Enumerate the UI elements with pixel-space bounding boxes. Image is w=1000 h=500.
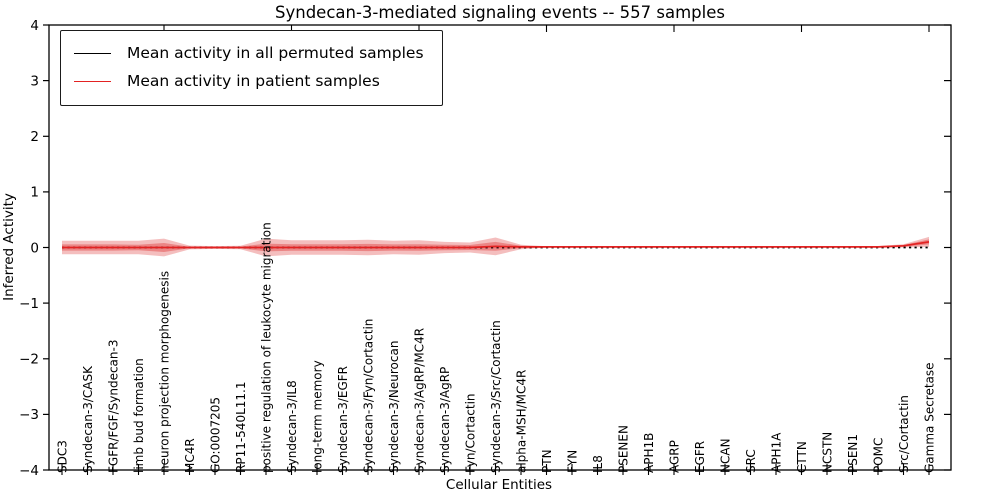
x-tick-label: alpha-MSH/MC4R (515, 370, 529, 473)
x-tick-label: neuron projection morphogenesis (158, 271, 172, 473)
permuted-line-swatch (74, 52, 111, 54)
x-tick-label: IL8 (591, 455, 605, 473)
patient-line-swatch (74, 80, 111, 82)
legend: Mean activity in all permuted samples Me… (60, 30, 443, 106)
x-tick-label: APH1A (770, 432, 784, 473)
y-tick-label: −3 (19, 407, 39, 423)
x-tick-label: POMC (872, 438, 886, 473)
x-tick-label: PSENEN (617, 425, 631, 473)
legend-item-patient: Mean activity in patient samples (74, 67, 424, 95)
x-tick-label: APH1B (642, 433, 656, 473)
x-tick-label: limb bud formation (132, 358, 146, 473)
x-tick-label: NCSTN (821, 432, 835, 473)
x-axis-title: Cellular Entities (445, 477, 553, 493)
x-tick-label: RP11-540L11.1 (234, 382, 248, 473)
y-axis-title: Inferred Activity (1, 193, 17, 301)
y-tick-label: 3 (30, 73, 39, 89)
legend-item-permuted: Mean activity in all permuted samples (74, 39, 424, 67)
x-tick-label: SDC3 (56, 440, 70, 473)
y-tick-label: 4 (30, 18, 39, 34)
x-tick-label: Syndecan-3/EGFR (336, 366, 350, 473)
x-tick-label: Syndecan-3/AgRP (438, 367, 452, 473)
x-tick-label: Syndecan-3/Src/Cortactin (489, 320, 503, 473)
x-tick-label: FGFR/FGF/Syndecan-3 (107, 340, 121, 473)
x-tick-label: CTTN (795, 441, 809, 473)
x-tick-label: Fyn/Cortactin (464, 393, 478, 473)
x-tick-label: GO:0007205 (209, 397, 223, 473)
x-tick-label: PTN (540, 449, 554, 473)
legend-label-permuted: Mean activity in all permuted samples (127, 44, 424, 62)
x-tick-label: EGFR (693, 441, 707, 473)
y-tick-label: 0 (30, 240, 39, 256)
y-tick-label: 1 (30, 185, 39, 201)
x-tick-label: FYN (566, 450, 580, 473)
x-tick-label: Syndecan-3/IL8 (285, 380, 299, 473)
x-tick-label: SRC (744, 449, 758, 473)
x-tick-label: Syndecan-3/Neurocan (387, 341, 401, 473)
y-tick-label: −4 (19, 463, 39, 479)
x-tick-label: positive regulation of leukocyte migrati… (260, 222, 274, 473)
x-tick-label: NCAN (719, 438, 733, 473)
x-tick-label: MC4R (183, 438, 197, 473)
x-tick-label: Syndecan-3/Fyn/Cortactin (362, 319, 376, 473)
chart-title: Syndecan-3-mediated signaling events -- … (275, 3, 725, 22)
legend-label-patient: Mean activity in patient samples (127, 72, 380, 90)
x-tick-label: long-term memory (311, 360, 325, 473)
x-tick-label: Syndecan-3/CASK (81, 365, 95, 473)
y-tick-label: 2 (30, 129, 39, 145)
patient-mean-line (62, 241, 930, 249)
x-tick-label: Gamma Secretase (923, 362, 937, 473)
x-tick-label: AGRP (668, 440, 682, 473)
y-tick-label: −1 (19, 296, 39, 312)
x-tick-label: PSEN1 (846, 434, 860, 473)
x-tick-label: Syndecan-3/AgRP/MC4R (413, 328, 427, 473)
y-tick-label: −2 (19, 352, 39, 368)
x-tick-label: Src/Cortactin (897, 395, 911, 473)
